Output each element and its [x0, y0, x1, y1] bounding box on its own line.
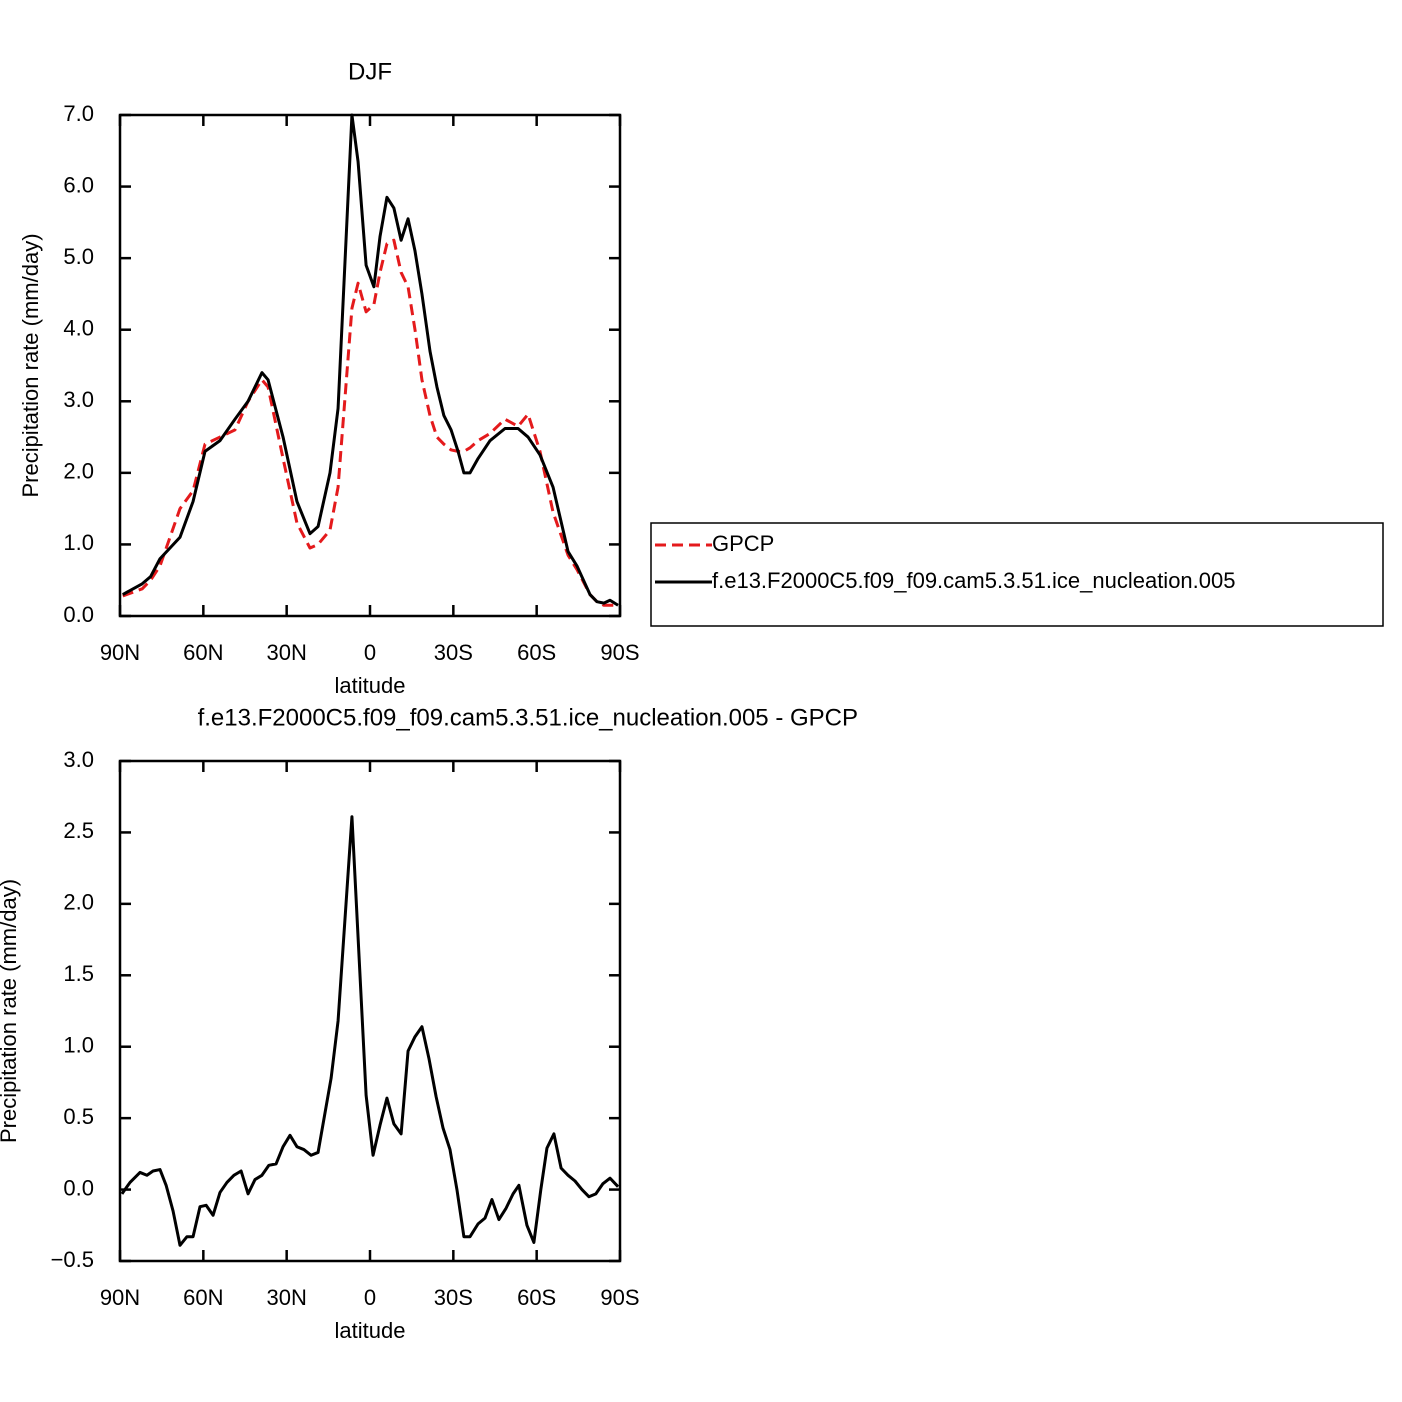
chart-title: DJF: [348, 58, 392, 85]
data-line: [122, 238, 619, 607]
data-line: [122, 113, 619, 607]
y-tick-label: 2.5: [63, 818, 94, 843]
x-tick-label: 60S: [517, 640, 556, 665]
y-tick-label: 0.5: [63, 1104, 94, 1129]
y-tick-label: −0.5: [51, 1247, 94, 1272]
plot-frame: [118, 759, 622, 1263]
x-tick-label: 60N: [183, 1285, 223, 1310]
x-tick-label: 60S: [517, 1285, 556, 1310]
x-tick-label: 30S: [434, 1285, 473, 1310]
data-line: [120, 815, 620, 1247]
y-tick-label: 0.0: [63, 1175, 94, 1200]
y-tick-label: 7.0: [63, 101, 94, 126]
x-tick-label: 60N: [183, 640, 223, 665]
x-tick-label: 0: [364, 1285, 376, 1310]
y-tick-label: 2.0: [63, 890, 94, 915]
y-tick-label: 3.0: [63, 747, 94, 772]
y-tick-label: 4.0: [63, 316, 94, 341]
y-tick-label: 2.0: [63, 459, 94, 484]
y-tick-label: 0.0: [63, 602, 94, 627]
y-axis-label: Precipitation rate (mm/day): [0, 879, 21, 1143]
chart-title: f.e13.F2000C5.f09_f09.cam5.3.51.ice_nucl…: [198, 704, 858, 731]
x-tick-label: 90S: [600, 640, 639, 665]
plot-frame: [118, 113, 622, 618]
x-tick-label: 30N: [266, 1285, 306, 1310]
y-tick-label: 1.0: [63, 1033, 94, 1058]
legend-label: f.e13.F2000C5.f09_f09.cam5.3.51.ice_nucl…: [712, 568, 1236, 593]
y-axis-label: Precipitation rate (mm/day): [18, 233, 43, 497]
x-tick-label: 30S: [434, 640, 473, 665]
x-tick-label: 0: [364, 640, 376, 665]
x-tick-label: 30N: [266, 640, 306, 665]
y-tick-label: 5.0: [63, 244, 94, 269]
legend-label: GPCP: [712, 531, 774, 556]
x-tick-label: 90N: [100, 640, 140, 665]
x-tick-label: 90N: [100, 1285, 140, 1310]
y-tick-label: 3.0: [63, 387, 94, 412]
y-tick-label: 6.0: [63, 172, 94, 197]
x-axis-label: latitude: [335, 1318, 406, 1343]
x-axis-label: latitude: [335, 673, 406, 698]
legend-box: [650, 522, 1384, 627]
y-tick-label: 1.5: [63, 961, 94, 986]
y-tick-label: 1.0: [63, 530, 94, 555]
x-tick-label: 90S: [600, 1285, 639, 1310]
